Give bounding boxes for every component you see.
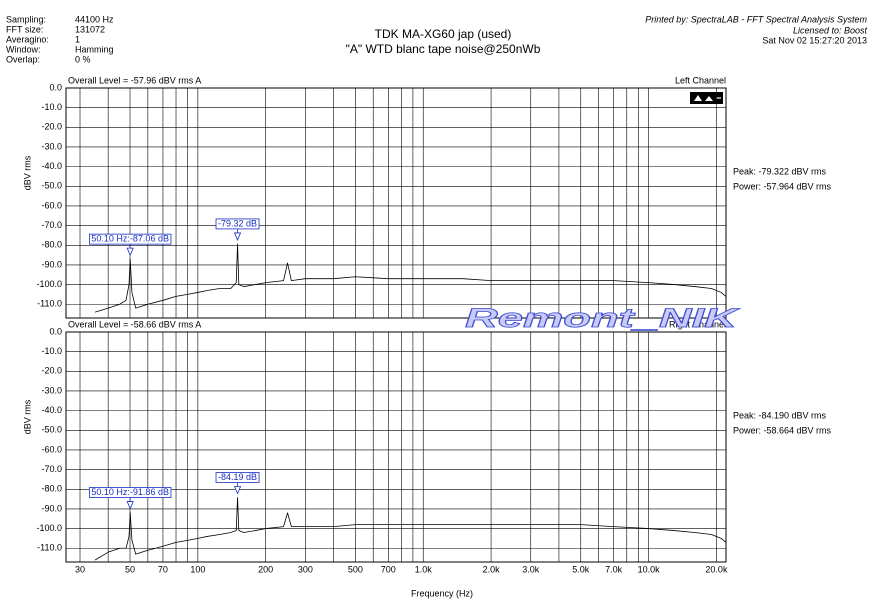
y-tick-label: -100.0	[36, 279, 62, 289]
printed-by: Printed by: SpectraLAB - FFT Spectral An…	[645, 14, 867, 24]
x-tick-label: 5.0k	[572, 564, 590, 574]
y-tick-label: -30.0	[41, 385, 62, 395]
spectrum-trace	[94, 497, 727, 561]
title: TDK MA-XG60 jap (used)	[375, 27, 512, 41]
x-tick-label: 100	[190, 564, 205, 574]
y-tick-label: -90.0	[41, 503, 62, 513]
y-tick-label: -110.0	[37, 543, 62, 553]
plot-frame	[65, 331, 727, 563]
x-tick-label: 50	[125, 564, 135, 574]
marker-box	[89, 487, 172, 498]
setting-value: 131072	[75, 24, 105, 34]
x-tick-label: 1.0k	[415, 564, 433, 574]
y-tick-label: -10.0	[41, 346, 62, 356]
x-tick-label: 2.0k	[483, 564, 501, 574]
watermark: Remont_NIK	[465, 303, 741, 333]
peak-readout: Peak: -79.322 dBV rms	[733, 166, 827, 176]
y-tick-label: -50.0	[41, 425, 62, 435]
y-tick-label: -70.0	[41, 220, 62, 230]
y-tick-label: -50.0	[41, 181, 62, 191]
overall-level: Overall Level = -57.96 dBV rms A	[68, 75, 201, 85]
x-tick-label: 200	[258, 564, 273, 574]
marker-box	[215, 472, 260, 483]
setting-label: Overlap:	[6, 54, 40, 64]
y-tick-label: -20.0	[41, 122, 62, 132]
setting-value: 44100 Hz	[75, 14, 114, 24]
setting-value: 1	[75, 34, 80, 44]
x-tick-label: 300	[298, 564, 313, 574]
power-readout: Power: -58.664 dBV rms	[733, 425, 832, 435]
y-tick-label: -20.0	[41, 366, 62, 376]
marker-label: 50.10 Hz:-91.86 dB	[91, 487, 169, 497]
y-tick-label: -110.0	[37, 299, 62, 309]
overall-level: Overall Level = -58.66 dBV rms A	[68, 319, 201, 329]
marker-box	[89, 233, 172, 245]
setting-value: Hamming	[75, 44, 114, 54]
channel-label: Left Channel	[675, 75, 726, 85]
subtitle: "A" WTD blanc tape noise@250nWb	[346, 42, 541, 56]
marker-box	[215, 218, 260, 230]
y-axis-label: dBV rms	[22, 155, 32, 190]
x-tick-label: 7.0k	[605, 564, 623, 574]
setting-label: Sampling:	[6, 14, 46, 24]
y-tick-label: -40.0	[41, 405, 62, 415]
y-tick-label: -60.0	[41, 200, 62, 210]
setting-label: Window:	[6, 44, 41, 54]
y-tick-label: -80.0	[41, 484, 62, 494]
marker-triangle	[233, 486, 242, 495]
date: Sat Nov 02 15:27:20 2013	[762, 35, 867, 45]
power-readout: Power: -57.964 dBV rms	[733, 181, 832, 191]
toolbar-icon	[690, 92, 723, 104]
y-tick-label: -10.0	[41, 102, 62, 112]
x-tick-label: 500	[348, 564, 363, 574]
x-tick-label: 20.0k	[705, 564, 728, 574]
setting-label: Averagino:	[6, 34, 49, 44]
marker-label: 50.10 Hz:-87.06 dB	[91, 234, 169, 244]
marker-label: -84.19 dB	[218, 472, 257, 482]
y-tick-label: -30.0	[41, 141, 62, 151]
setting-label: FFT size:	[6, 24, 43, 34]
y-tick-label: 0.0	[49, 326, 62, 336]
channel-label: Right Channel	[669, 319, 726, 329]
y-tick-label: -60.0	[41, 444, 62, 454]
x-tick-label: 3.0k	[522, 564, 540, 574]
x-tick-label: 700	[381, 564, 396, 574]
y-axis-label: dBV rms	[22, 399, 32, 434]
setting-value: 0 %	[75, 54, 91, 64]
y-tick-label: -80.0	[41, 240, 62, 250]
spectrum-trace	[94, 243, 727, 313]
y-tick-label: -100.0	[36, 523, 62, 533]
y-tick-label: -70.0	[41, 464, 62, 474]
licensed: Licensed to: Boost	[793, 25, 868, 35]
y-tick-label: -90.0	[41, 259, 62, 269]
y-tick-label: 0.0	[49, 82, 62, 92]
marker-triangle	[126, 247, 134, 257]
x-tick-label: 70	[158, 564, 168, 574]
peak-readout: Peak: -84.190 dBV rms	[733, 410, 827, 420]
marker-label: -79.32 dB	[218, 218, 257, 228]
x-axis-label: Frequency (Hz)	[411, 588, 473, 598]
x-tick-label: 10.0k	[638, 564, 661, 574]
plot-frame	[65, 87, 727, 319]
x-tick-label: 30	[75, 564, 85, 574]
y-tick-label: -40.0	[41, 161, 62, 171]
